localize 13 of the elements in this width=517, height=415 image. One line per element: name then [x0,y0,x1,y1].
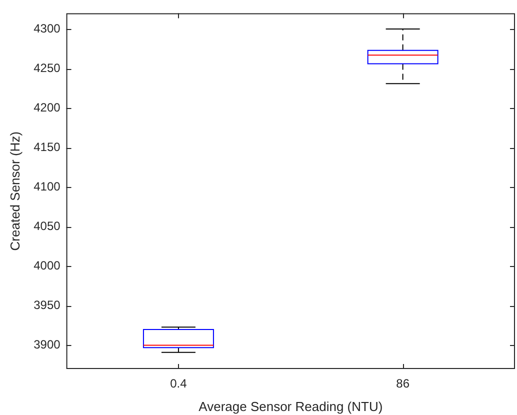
y-tick-label: 3900 [34,338,61,352]
y-tick-label: 4300 [34,21,61,36]
y-tick-label: 4000 [34,258,61,273]
y-tick-label: 4150 [34,140,61,154]
y-tick-label: 4100 [34,179,61,194]
x-tick-label: 0.4 [170,376,188,391]
y-tick-label: 4250 [34,60,61,75]
x-tick-label: 86 [396,376,410,391]
x-axis-title: Average Sensor Reading (NTU) [198,398,383,414]
y-tick-label: 3950 [34,298,61,312]
y-tick-label: 4050 [34,218,61,233]
y-tick-label: 4200 [34,100,61,114]
y-axis-title: Created Sensor (Hz) [7,131,22,251]
